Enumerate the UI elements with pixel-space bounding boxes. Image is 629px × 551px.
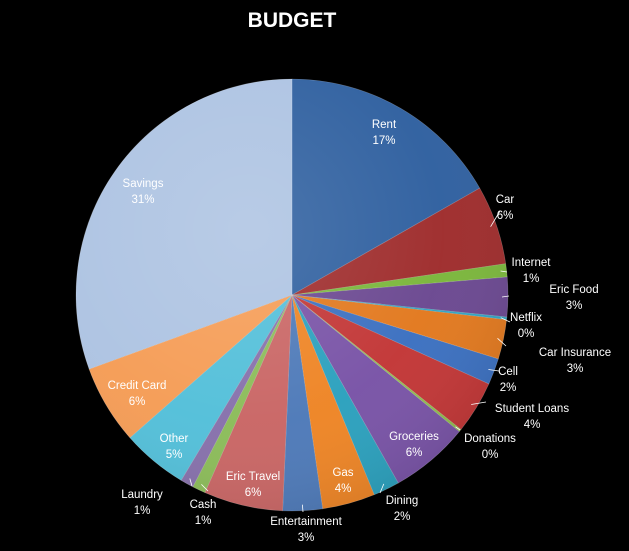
pie-slices bbox=[75, 78, 509, 512]
slice-label-other: Other 5% bbox=[160, 433, 189, 461]
leader-line-cell bbox=[488, 369, 500, 372]
slice-label-cash: Cash 1% bbox=[190, 499, 217, 527]
slice-labels: Rent 17% Car 6% Internet 1%Eric Food 3%Netflix… bbox=[108, 119, 612, 544]
slice-label-dining: Dining 2% bbox=[386, 495, 419, 523]
slice-label-netflix: Netflix 0% bbox=[510, 312, 542, 340]
slice-label-cell: Cell 2% bbox=[498, 366, 518, 394]
leader-line-dining bbox=[379, 483, 385, 494]
slice-label-gas: Gas 4% bbox=[332, 467, 353, 495]
chart-title: BUDGET bbox=[248, 9, 337, 32]
leader-line-cash bbox=[201, 484, 209, 492]
leader-line-donations bbox=[455, 426, 461, 431]
slice-label-internet: Internet 1% bbox=[512, 257, 552, 285]
leader-line-internet bbox=[500, 270, 508, 273]
leader-line-entertainment bbox=[302, 504, 304, 513]
slice-label-entertainment: Entertainment 3% bbox=[270, 516, 342, 544]
leader-line-eric-food bbox=[501, 295, 510, 298]
slice-label-savings: Savings 31% bbox=[123, 178, 164, 206]
slice-label-eric-travel: Eric Travel 6% bbox=[226, 471, 280, 499]
slice-label-rent: Rent 17% bbox=[372, 119, 397, 147]
leader-line-student-loans bbox=[471, 401, 487, 405]
leader-line-netflix bbox=[500, 317, 511, 323]
leader-line-laundry bbox=[189, 478, 193, 487]
leader-line-car bbox=[490, 210, 501, 227]
slice-label-eric-food: Eric Food 3% bbox=[549, 284, 598, 312]
slice-label-car-insurance: Car Insurance 3% bbox=[539, 347, 611, 375]
label-leader-lines bbox=[189, 210, 511, 513]
slice-label-laundry: Laundry 1% bbox=[121, 489, 163, 517]
slice-label-donations: Donations 0% bbox=[464, 433, 516, 461]
slice-label-car: Car 6% bbox=[496, 194, 515, 222]
slice-label-groceries: Groceries 6% bbox=[389, 431, 439, 459]
slice-label-student-loans: Student Loans 4% bbox=[495, 403, 569, 431]
leader-line-car-insurance bbox=[497, 338, 507, 347]
slice-label-credit-card: Credit Card 6% bbox=[108, 380, 167, 408]
